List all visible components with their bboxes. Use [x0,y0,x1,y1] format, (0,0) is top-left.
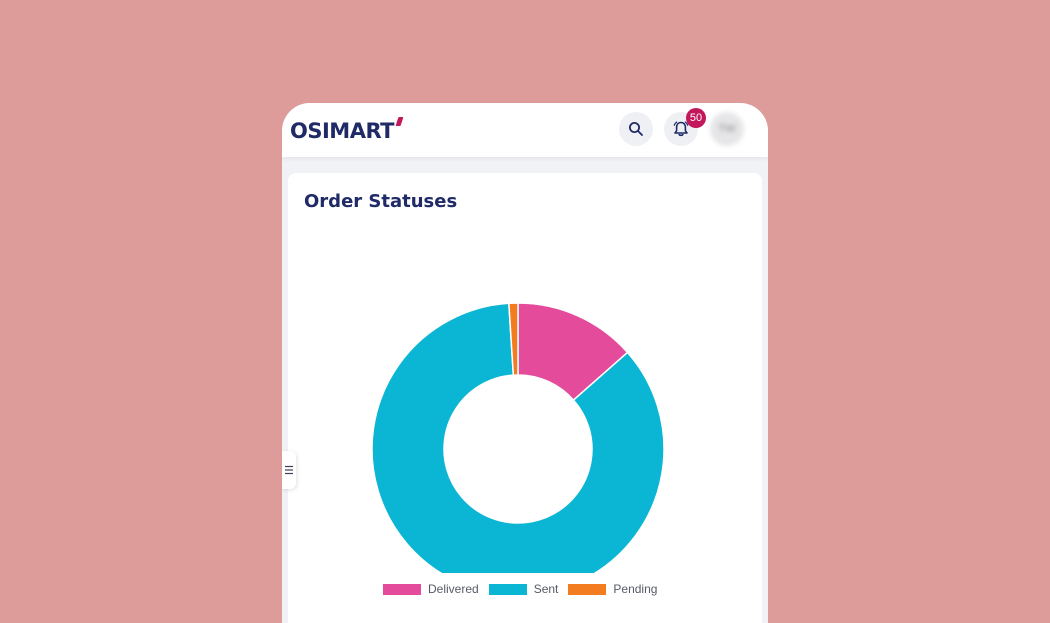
order-status-donut-chart [371,302,665,573]
legend-swatch-pending [568,583,607,595]
mobile-frame: OSIMART 50 TW Order Statuses Delivered [282,103,768,623]
legend-label-sent: Sent [533,582,559,596]
search-icon [629,122,643,136]
notification-count-badge: 50 [686,108,706,128]
legend-swatch-sent [488,583,527,595]
user-avatar[interactable]: TW [710,112,744,146]
brand-logo[interactable]: OSIMART [290,117,404,144]
legend-label-pending: Pending [613,582,658,596]
logo-text: OSIMART [290,119,395,143]
card-title: Order Statuses [304,191,458,212]
donut-slice-sent[interactable] [371,302,665,573]
search-button[interactable] [619,112,653,146]
order-statuses-card: Order Statuses Delivered Sent Pending [288,173,762,623]
app-header: OSIMART 50 TW [282,103,768,157]
menu-icon [285,465,293,475]
logo-mark-icon [395,117,404,126]
legend-label-delivered: Delivered [428,582,479,596]
legend-swatch-delivered [383,583,421,595]
sidebar-toggle-handle[interactable] [282,451,296,489]
donut-slice-pending[interactable] [508,302,519,376]
legend-item-pending[interactable]: Pending [568,582,657,596]
chart-legend: Delivered Sent Pending [383,582,667,596]
legend-item-sent[interactable]: Sent [488,582,559,596]
legend-item-delivered[interactable]: Delivered [383,582,479,596]
